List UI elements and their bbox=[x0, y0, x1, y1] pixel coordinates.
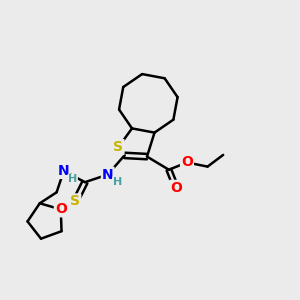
Text: O: O bbox=[55, 202, 67, 216]
Text: O: O bbox=[181, 155, 193, 170]
Text: S: S bbox=[113, 140, 124, 154]
Text: S: S bbox=[70, 194, 80, 208]
Text: H: H bbox=[113, 177, 122, 187]
Text: H: H bbox=[68, 174, 77, 184]
Text: N: N bbox=[102, 168, 113, 182]
Text: O: O bbox=[170, 181, 182, 195]
Text: N: N bbox=[58, 164, 70, 178]
